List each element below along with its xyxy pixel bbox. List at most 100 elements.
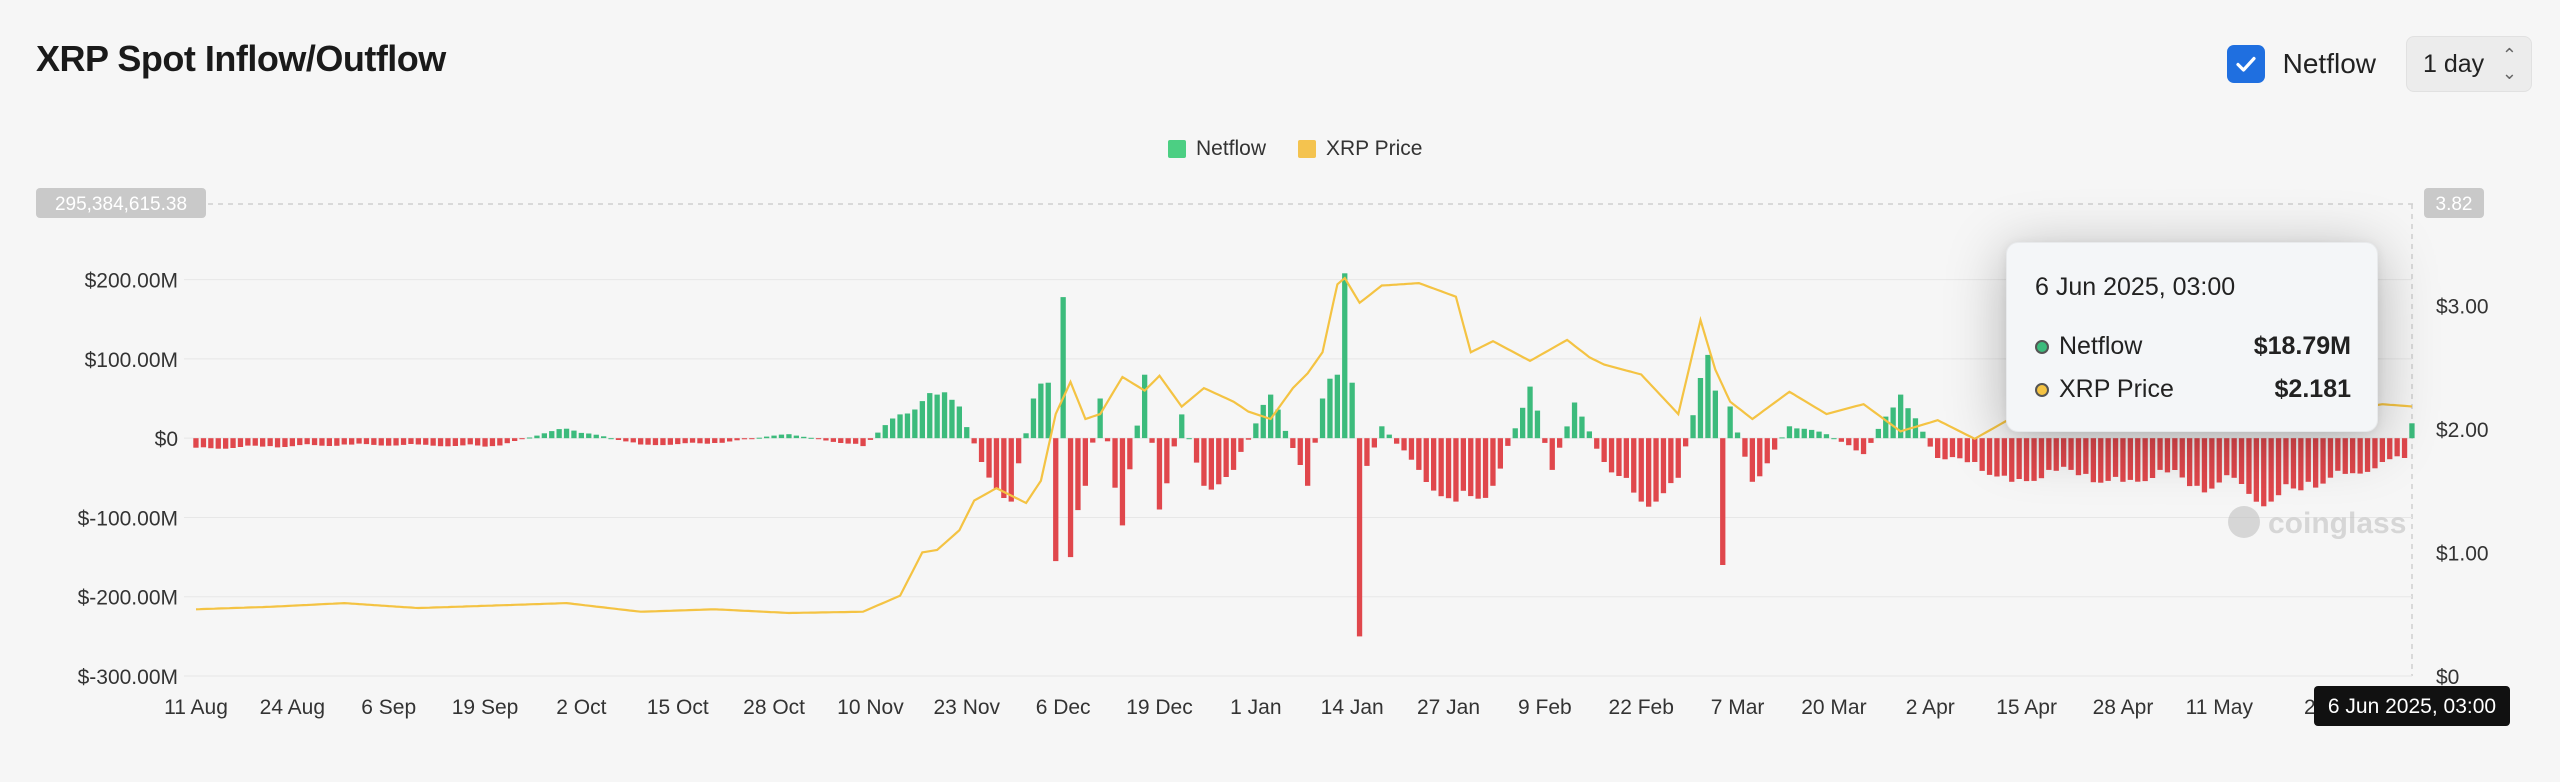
chart-axes: $200.00M $100.00M $0 $-100.00M $-200.00M $-30… <box>78 270 2489 719</box>
right-axis-tick-label: $0 <box>2436 666 2459 689</box>
crosshair-label: 6 Jun 2025, 03:00 <box>2314 686 2510 726</box>
netflow-bar <box>919 401 925 439</box>
netflow-bar <box>860 438 866 447</box>
x-axis-tick-label: 20 Mar <box>1801 696 1866 719</box>
netflow-bar <box>1023 433 1029 439</box>
left-axis-tick-label: $-100.00M <box>78 507 178 530</box>
netflow-bar <box>956 406 962 439</box>
netflow-bar <box>682 438 688 444</box>
netflow-bar <box>1223 438 1229 477</box>
netflow-bar <box>1208 438 1214 490</box>
tooltip-row-netflow: Netflow $18.79M <box>2035 332 2351 361</box>
netflow-bar <box>1905 408 1911 439</box>
netflow-bar <box>1964 438 1970 463</box>
netflow-bar <box>1831 438 1837 440</box>
netflow-bar <box>378 438 384 446</box>
netflow-bar <box>771 435 777 439</box>
netflow-bar <box>326 438 332 446</box>
netflow-bar <box>1134 425 1140 439</box>
netflow-bar <box>993 438 1000 490</box>
netflow-bar <box>756 437 762 439</box>
netflow-bar <box>2016 438 2022 479</box>
netflow-bar <box>786 434 792 439</box>
price-dot-icon <box>2035 382 2049 397</box>
netflow-bar <box>1186 438 1192 440</box>
netflow-bar <box>386 438 392 446</box>
x-axis-tick-label: 6 Sep <box>361 696 416 719</box>
netflow-bar <box>1312 438 1318 443</box>
netflow-bar <box>363 438 370 445</box>
netflow-bar <box>1823 434 1830 439</box>
netflow-bar <box>519 438 525 440</box>
netflow-bar <box>1230 438 1237 470</box>
netflow-bar <box>1490 438 1496 486</box>
netflow-bar <box>541 433 547 439</box>
netflow-bar <box>2164 438 2171 473</box>
netflow-bar <box>667 438 673 445</box>
netflow-bar <box>778 434 785 439</box>
x-axis-tick-label: 2 Apr <box>1906 696 1955 719</box>
netflow-bar <box>2305 438 2311 482</box>
netflow-bar <box>1082 438 1088 486</box>
netflow-bar <box>1868 438 1874 443</box>
legend-swatch-netflow <box>1168 140 1186 158</box>
x-axis-tick-label: 14 Jan <box>1321 696 1384 719</box>
netflow-bar <box>549 431 555 439</box>
netflow-bar <box>1579 416 1585 439</box>
netflow-bar <box>1127 438 1133 470</box>
netflow-checkbox[interactable] <box>2226 45 2265 83</box>
netflow-bar <box>1193 438 1200 463</box>
netflow-bar <box>2298 438 2304 491</box>
netflow-bar <box>845 438 851 444</box>
netflow-bar <box>1957 438 1963 459</box>
netflow-bar <box>1616 438 1622 476</box>
watermark-text: coinglass <box>2268 507 2406 540</box>
netflow-bar <box>1327 378 1333 439</box>
right-axis-tick-label: $1.00 <box>2436 542 2489 565</box>
x-axis-tick-label: 15 Oct <box>647 696 709 719</box>
netflow-bar <box>949 399 955 439</box>
netflow-bar <box>2350 438 2356 474</box>
netflow-bar <box>838 438 844 443</box>
netflow-bar <box>2372 438 2378 469</box>
netflow-bar <box>230 438 236 448</box>
x-axis-tick-label: 23 Nov <box>934 696 1001 719</box>
netflow-bar <box>1608 438 1615 473</box>
interval-select[interactable]: 1 day ⌃ ⌄ <box>2406 36 2532 92</box>
x-axis-tick-label: 2 Oct <box>556 696 606 719</box>
netflow-bar <box>2201 438 2208 493</box>
netflow-bar <box>727 438 733 442</box>
netflow-bar <box>1764 438 1770 464</box>
netflow-bar <box>2001 438 2007 476</box>
netflow-bar <box>1356 438 1363 637</box>
netflow-bar <box>1816 431 1822 439</box>
netflow-bar <box>504 438 510 444</box>
netflow-bar <box>689 438 696 443</box>
netflow-bar <box>801 436 807 439</box>
netflow-bar <box>675 438 681 445</box>
netflow-bar <box>467 438 473 445</box>
netflow-bar <box>615 438 622 440</box>
netflow-bar <box>1290 438 1296 448</box>
netflow-bar <box>1319 398 1326 439</box>
netflow-bar <box>1238 438 1244 452</box>
tooltip-netflow-label: Netflow <box>2059 332 2143 360</box>
netflow-bar <box>1757 438 1763 477</box>
left-axis-tick-label: $100.00M <box>85 349 178 372</box>
netflow-bar <box>1371 438 1377 448</box>
netflow-bar <box>556 429 562 439</box>
right-axis-tick-label: $2.00 <box>2436 419 2489 442</box>
netflow-bar <box>1334 374 1340 439</box>
netflow-bar <box>304 438 310 445</box>
netflow-bar <box>1542 438 1548 443</box>
netflow-bar <box>1112 438 1118 488</box>
netflow-bar <box>2157 438 2163 470</box>
netflow-bar <box>1431 438 1437 491</box>
netflow-bar <box>2335 438 2341 471</box>
netflow-toggle-label: Netflow <box>2282 48 2376 79</box>
netflow-bar <box>1927 438 1933 447</box>
netflow-bar <box>1060 297 1066 439</box>
netflow-bar <box>912 409 918 439</box>
netflow-bar <box>1408 438 1415 460</box>
netflow-bar <box>941 392 948 439</box>
